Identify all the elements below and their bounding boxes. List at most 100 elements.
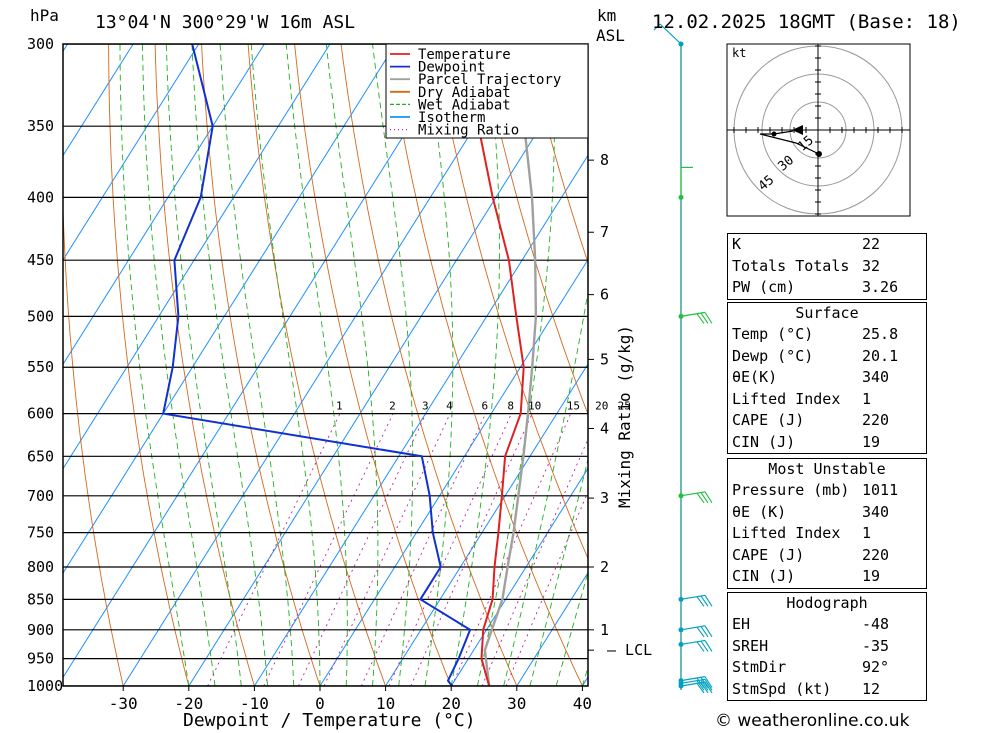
surface-cin: 19 <box>862 432 881 451</box>
footer-credit[interactable]: © weatheronline.co.uk <box>715 711 910 731</box>
wet-adiabat-line <box>476 44 555 686</box>
isotherm-line <box>450 467 588 686</box>
isotherm-line <box>63 44 200 261</box>
mixing-ratio-line <box>207 413 341 686</box>
temp-tick-label: 40 <box>573 694 592 713</box>
mu-cape-label: CAPE (J) <box>732 545 805 564</box>
hodograph-stats-panel: Hodograph EH -48 SREH -35 StmDir 92° StmSpd… <box>727 592 927 701</box>
legend-label: Parcel Trajectory <box>418 72 561 88</box>
wind-barb <box>680 491 706 497</box>
legend-label: Wet Adiabat <box>418 97 511 113</box>
isotherm-line <box>319 258 588 686</box>
wind-barb-flag <box>696 492 705 504</box>
wet-adiabat-line <box>424 44 454 686</box>
stmdir-value: 92° <box>862 658 890 676</box>
wet-adiabat-line <box>325 44 379 686</box>
temp-tick-label: -30 <box>109 694 138 713</box>
wind-barb-flag <box>653 23 661 31</box>
pressure-tick-label: 1000 <box>27 677 63 695</box>
wet-adiabat-line <box>119 44 190 686</box>
km-label: km <box>597 6 616 25</box>
wind-barb-flag <box>704 595 713 607</box>
mixing-ratio-tick-label: 25 <box>618 400 631 413</box>
isotherm-line <box>516 571 588 686</box>
legend-label: Dewpoint <box>418 60 485 76</box>
pressure-tick-label: 950 <box>27 650 54 668</box>
surface-theta-label: θE(K) <box>732 368 778 386</box>
stmspd-label: StmSpd (kt) <box>732 679 832 698</box>
surface-cape: 220 <box>862 411 890 429</box>
mixing-ratio-line <box>451 413 572 686</box>
pressure-tick-label: 700 <box>27 487 54 505</box>
k-value: 22 <box>862 235 881 253</box>
surface-panel: Surface Temp (°C) 25.8 Dewp (°C) 20.1 θE(K… <box>727 302 927 454</box>
km-tick-label: 7 <box>600 223 609 241</box>
temp-tick-label: 30 <box>507 694 526 713</box>
legend-label: Temperature <box>418 47 511 63</box>
wind-barb-flag <box>696 683 705 694</box>
pressure-tick-label: 450 <box>27 251 54 269</box>
x-axis-label: Dewpoint / Temperature (°C) <box>183 710 476 731</box>
dry-adiabat-line <box>387 44 583 686</box>
wind-barb-flag <box>700 492 709 504</box>
legend-label: Dry Adiabat <box>418 85 511 101</box>
surface-dewp: 20.1 <box>862 346 899 365</box>
indices-panel: K 22 Totals Totals 32 PW (cm) 3.26 <box>727 233 927 300</box>
surface-title: Surface <box>795 304 859 322</box>
wind-barb-flag <box>700 626 709 638</box>
mu-li-label: Lifted Index <box>732 524 841 542</box>
wind-barb-flag <box>696 641 705 652</box>
wind-barb-flag <box>696 596 705 607</box>
eh-label: EH <box>732 615 751 633</box>
surface-theta: 340 <box>862 368 890 386</box>
dry-adiabat-line <box>480 44 588 416</box>
plot-frame <box>62 43 589 687</box>
surface-temp-label: Temp (°C) <box>732 325 814 343</box>
legend-label: Isotherm <box>418 110 485 126</box>
wind-barb-flag <box>704 679 713 691</box>
mu-pressure-label: Pressure (mb) <box>732 481 850 499</box>
wind-barb-flag <box>696 626 705 638</box>
pw-label: PW (cm) <box>732 278 796 296</box>
surface-cin-label: CIN (J) <box>732 432 796 451</box>
isotherm-line <box>0 44 2 686</box>
isotherm-line <box>188 49 588 686</box>
pressure-tick-label: 350 <box>27 117 54 135</box>
wind-barb <box>680 594 706 600</box>
wind-barb-flag <box>700 312 709 324</box>
hodograph-surface-point <box>816 151 822 157</box>
hodograph-point <box>771 131 777 137</box>
mixing-ratio-axis-label: Mixing Ratio (g/kg) <box>615 325 634 508</box>
wet-adiabat-line <box>285 44 348 686</box>
dry-adiabat-line <box>108 44 190 686</box>
pressure-tick-label: 600 <box>27 405 54 423</box>
wet-adiabat-line <box>555 570 588 686</box>
wind-barb-flag <box>696 680 705 691</box>
dry-adiabat-line <box>201 44 321 686</box>
km-tick-label: 1 <box>600 621 609 639</box>
km-tick-label: – LCL <box>607 641 652 659</box>
wind-barb-flag <box>700 677 709 688</box>
mixing-ratio-tick-label: 20 <box>595 400 608 413</box>
mu-title: Most Unstable <box>768 460 886 478</box>
mixing-ratio-tick-label: 10 <box>528 400 541 413</box>
mixing-ratio-tick-label: 6 <box>481 400 488 413</box>
wind-barb-flag <box>704 676 713 688</box>
surface-li-label: Lifted Index <box>732 389 841 408</box>
datetime-title: 12.02.2025 18GMT (Base: 18) <box>652 11 961 33</box>
srh-label: SREH <box>732 636 769 655</box>
wind-barb <box>680 678 706 684</box>
pressure-tick-label: 500 <box>27 307 54 325</box>
wind-barb-flag <box>704 681 713 694</box>
wind-barb <box>680 676 706 682</box>
surface-cape-label: CAPE (J) <box>732 411 805 429</box>
dry-adiabat-line <box>247 44 387 686</box>
mu-theta: 340 <box>862 502 890 521</box>
mixing-ratio-tick-label: 3 <box>422 400 429 413</box>
mixing-ratio-line <box>360 413 486 686</box>
wind-barb-flag <box>700 640 709 652</box>
wind-barb-flag <box>704 640 713 652</box>
legend-label: Mixing Ratio <box>418 123 519 139</box>
mu-cin: 19 <box>862 567 881 585</box>
